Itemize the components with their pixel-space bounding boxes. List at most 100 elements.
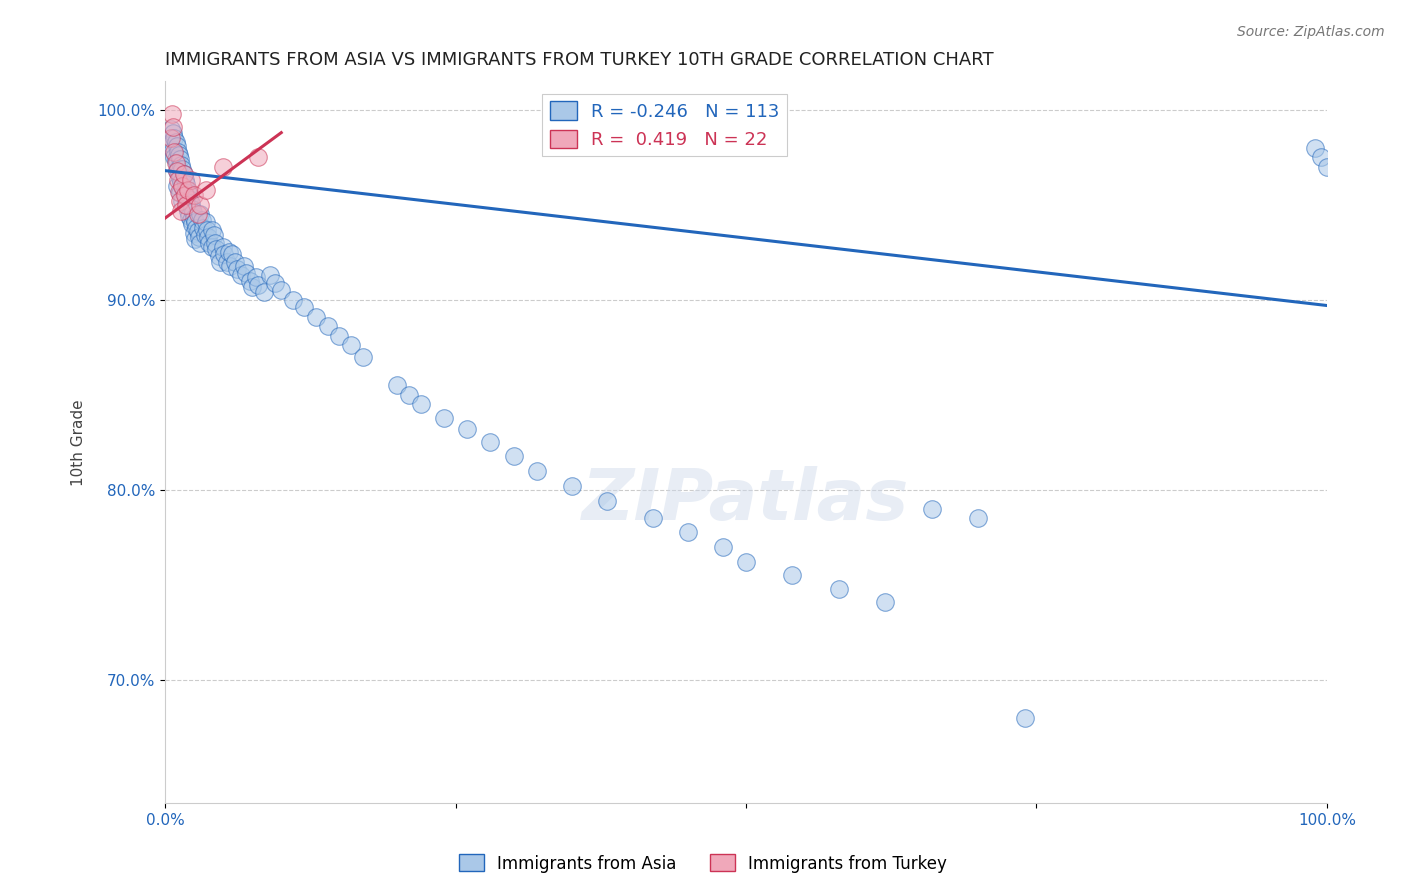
Text: Source: ZipAtlas.com: Source: ZipAtlas.com [1237, 25, 1385, 39]
Point [247, 150, 270, 164]
Point [253, 285, 276, 300]
Point [398, 388, 420, 402]
Point [340, 338, 363, 352]
Point [328, 329, 350, 343]
Point [194, 228, 217, 243]
Point [240, 279, 263, 293]
Point [641, 511, 664, 525]
Point [200, 222, 222, 236]
Point [305, 310, 328, 324]
Point [186, 220, 208, 235]
Point [270, 283, 292, 297]
Point [163, 131, 186, 145]
Point [212, 160, 235, 174]
Point [167, 165, 190, 179]
Point [409, 397, 432, 411]
Point [208, 255, 231, 269]
Point [200, 239, 222, 253]
Point [187, 230, 209, 244]
Point [711, 540, 734, 554]
Point [167, 148, 190, 162]
Point [224, 255, 246, 269]
Point [526, 464, 548, 478]
Point [967, 511, 990, 525]
Point [162, 120, 184, 134]
Point [198, 235, 221, 250]
Point [160, 136, 183, 151]
Point [259, 268, 281, 282]
Point [205, 242, 228, 256]
Point [173, 185, 195, 199]
Point [180, 173, 202, 187]
Point [160, 121, 183, 136]
Point [172, 194, 194, 208]
Point [163, 145, 186, 159]
Point [218, 245, 240, 260]
Point [245, 270, 267, 285]
Point [166, 163, 188, 178]
Point [782, 568, 804, 582]
Point [176, 183, 198, 197]
Point [180, 217, 202, 231]
Point [166, 173, 188, 187]
Point [188, 198, 211, 212]
Point [173, 168, 195, 182]
Point [194, 183, 217, 197]
Point [184, 232, 207, 246]
Point [233, 259, 256, 273]
Point [226, 262, 249, 277]
Point [247, 277, 270, 292]
Point [160, 106, 183, 120]
Point [177, 183, 200, 197]
Point [828, 582, 851, 596]
Point [281, 293, 304, 307]
Point [162, 126, 184, 140]
Point [179, 192, 201, 206]
Point [172, 178, 194, 193]
Point [316, 319, 339, 334]
Point [170, 175, 193, 189]
Point [294, 301, 316, 315]
Point [163, 150, 186, 164]
Point [169, 171, 191, 186]
Point [177, 186, 200, 201]
Point [1014, 711, 1036, 725]
Point [162, 143, 184, 157]
Point [1303, 141, 1326, 155]
Point [387, 378, 409, 392]
Point [166, 139, 188, 153]
Point [202, 228, 225, 243]
Point [212, 239, 235, 253]
Point [173, 173, 195, 187]
Point [170, 203, 193, 218]
Point [875, 595, 897, 609]
Point [264, 276, 287, 290]
Point [221, 247, 243, 261]
Point [174, 177, 197, 191]
Point [180, 213, 202, 227]
Point [433, 410, 456, 425]
Point [183, 188, 205, 202]
Point [166, 178, 188, 193]
Point [169, 194, 191, 208]
Point [172, 178, 194, 193]
Point [177, 203, 200, 218]
Point [165, 135, 187, 149]
Point [456, 422, 478, 436]
Point [676, 524, 699, 539]
Point [502, 449, 524, 463]
Text: ZIPatlas: ZIPatlas [582, 466, 910, 534]
Point [170, 158, 193, 172]
Point [181, 205, 204, 219]
Point [180, 202, 202, 216]
Point [207, 249, 229, 263]
Legend: Immigrants from Asia, Immigrants from Turkey: Immigrants from Asia, Immigrants from Tu… [453, 847, 953, 880]
Point [169, 186, 191, 201]
Point [173, 168, 195, 182]
Point [195, 222, 218, 236]
Point [166, 145, 188, 159]
Point [174, 198, 197, 212]
Point [214, 247, 236, 261]
Point [194, 215, 217, 229]
Point [160, 131, 183, 145]
